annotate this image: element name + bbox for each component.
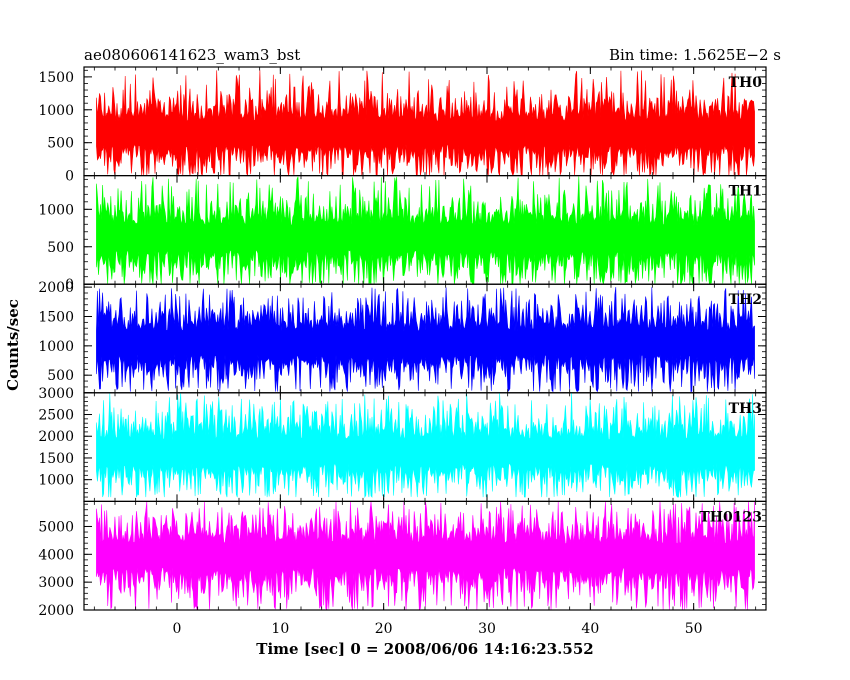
series-th2 xyxy=(96,287,755,393)
y-tick-label: 0 xyxy=(65,277,74,293)
chart-title-right: Bin time: 1.5625E−2 s xyxy=(609,46,781,64)
y-tick-label: 0 xyxy=(65,169,74,185)
x-tick-label: 10 xyxy=(271,621,289,637)
x-tick-label: 20 xyxy=(375,621,393,637)
panel-label-th3: TH3 xyxy=(729,401,762,417)
y-tick-label: 1500 xyxy=(38,451,74,467)
y-tick-label: 2000 xyxy=(38,429,74,445)
y-tick-label: 1500 xyxy=(38,70,74,86)
x-tick-label: 50 xyxy=(685,621,703,637)
y-tick-label: 500 xyxy=(47,136,74,152)
panels-group: 0 500 1000 1500 TH0 0 500 1000 TH1 500 1000 1500 200… xyxy=(38,66,767,619)
panel-label-th0123: TH0123 xyxy=(699,509,762,525)
series-th3 xyxy=(96,392,755,499)
panel-th2: 500 1000 1500 2000 TH2 xyxy=(38,280,767,394)
y-tick-label: 1500 xyxy=(38,309,74,325)
y-tick-label: 5000 xyxy=(38,519,74,535)
chart-title-left: ae080606141623_wam3_bst xyxy=(84,46,300,64)
y-tick-label: 2000 xyxy=(38,603,74,619)
x-axis: 0 10 20 30 40 50 xyxy=(173,621,703,637)
panel-label-th1: TH1 xyxy=(729,184,762,200)
y-tick-label: 500 xyxy=(47,240,74,256)
panel-th1: 0 500 1000 TH1 xyxy=(38,175,767,293)
y-tick-label: 500 xyxy=(47,368,74,384)
y-tick-label: 2500 xyxy=(38,408,74,424)
y-tick-label: 3000 xyxy=(38,575,74,591)
series-th0 xyxy=(96,70,755,176)
y-tick-label: 1000 xyxy=(38,103,74,119)
series-th1 xyxy=(96,176,755,285)
panel-th0: 0 500 1000 1500 TH0 xyxy=(38,66,767,185)
panel-th0123: 2000 3000 4000 5000 TH0123 xyxy=(38,500,767,619)
y-tick-label: 3000 xyxy=(38,386,74,402)
series-th0123 xyxy=(96,501,755,610)
y-tick-label: 1000 xyxy=(38,473,74,489)
y-tick-label: 1000 xyxy=(38,202,74,218)
y-tick-label: 2000 xyxy=(38,280,74,296)
x-tick-label: 0 xyxy=(173,621,182,637)
x-axis-label: Time [sec] 0 = 2008/06/06 14:16:23.552 xyxy=(256,640,593,658)
panel-label-th0: TH0 xyxy=(729,75,763,91)
x-tick-label: 30 xyxy=(478,621,496,637)
y-tick-label: 4000 xyxy=(38,547,74,563)
y-axis-label: Counts/sec xyxy=(4,299,22,391)
y-tick-label: 1000 xyxy=(38,339,74,355)
x-tick-label: 40 xyxy=(581,621,599,637)
panel-th3: 1000 1500 2000 2500 3000 TH3 xyxy=(38,386,767,502)
panel-label-th2: TH2 xyxy=(729,292,762,308)
